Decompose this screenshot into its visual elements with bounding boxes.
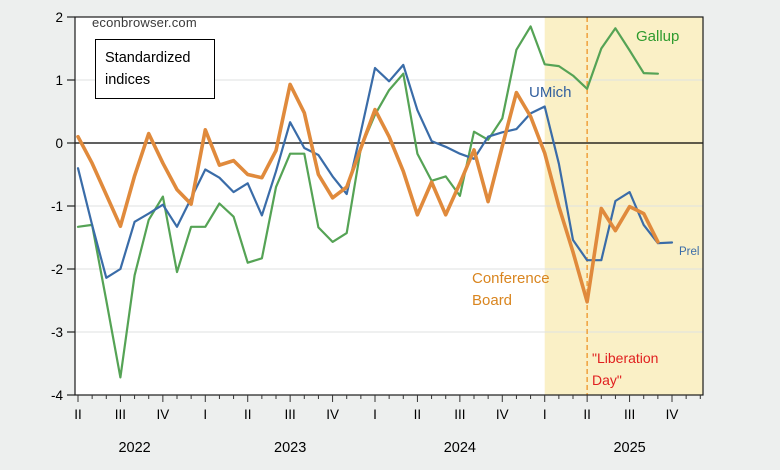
- x-year-label-2022: 2022: [118, 440, 150, 456]
- liberation-day-annotation: "Liberation Day": [592, 350, 659, 388]
- x-quarter-label: IV: [496, 407, 509, 422]
- x-quarter-label: IV: [156, 407, 169, 422]
- series-line-umich: [76, 63, 674, 279]
- y-tick-label--1: -1: [51, 199, 63, 214]
- series-label-conference-board: Conference Board: [472, 270, 550, 309]
- x-quarter-label: II: [583, 407, 591, 422]
- x-quarter-label: II: [414, 407, 422, 422]
- series-label-gallup: Gallup: [636, 28, 680, 45]
- y-tick-label--3: -3: [51, 325, 63, 340]
- x-quarter-label: I: [543, 407, 547, 422]
- x-quarter-label: I: [203, 407, 207, 422]
- note-box: Standardized indices: [95, 39, 215, 99]
- x-quarter-label: IV: [326, 407, 339, 422]
- x-quarter-label: II: [244, 407, 252, 422]
- y-tick-label--2: -2: [51, 262, 63, 277]
- x-quarter-label: III: [624, 407, 635, 422]
- series-label-umich: UMich: [529, 84, 572, 101]
- prel-annotation: Prel: [679, 246, 700, 258]
- x-year-label-2023: 2023: [274, 440, 306, 456]
- x-quarter-label: III: [115, 407, 126, 422]
- x-year-label-2024: 2024: [444, 440, 476, 456]
- x-quarter-label: II: [74, 407, 82, 422]
- x-quarter-label: IV: [666, 407, 679, 422]
- y-tick-label-1: 1: [55, 73, 63, 88]
- y-tick-label-2: 2: [55, 10, 63, 25]
- y-tick-label-0: 0: [55, 136, 63, 151]
- y-tick-label--4: -4: [51, 388, 63, 403]
- x-quarter-label: I: [373, 407, 377, 422]
- watermark-text: econbrowser.com: [92, 15, 197, 30]
- series-line-conference-board: [76, 82, 660, 304]
- x-year-label-2025: 2025: [613, 440, 645, 456]
- x-quarter-label: III: [454, 407, 465, 422]
- x-quarter-label: III: [285, 407, 296, 422]
